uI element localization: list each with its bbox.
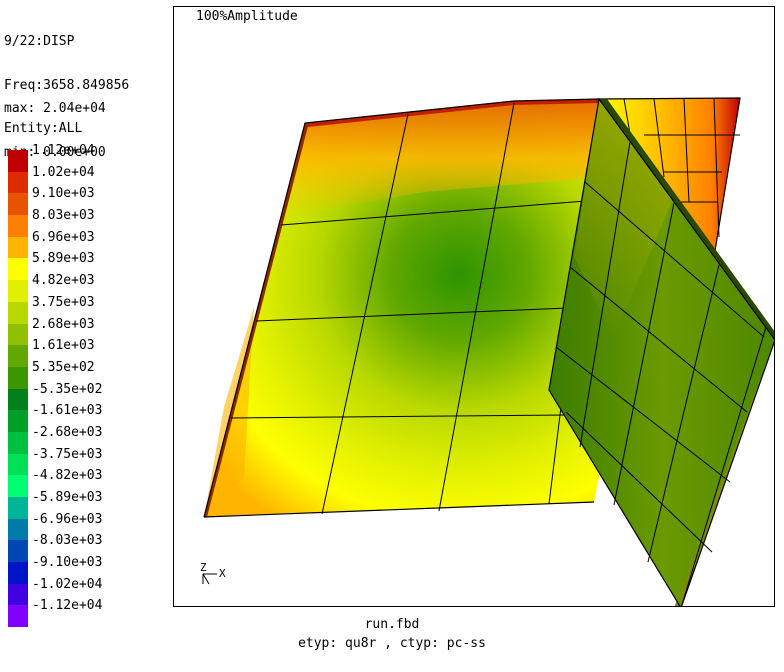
legend-value: 9.10e+03	[32, 186, 95, 202]
legend-value: 1.12e+04	[32, 143, 95, 158]
max-label: max: 2.04e+04	[4, 101, 106, 116]
legend-value: 3.75e+03	[32, 294, 95, 310]
amplitude-label: 100%Amplitude	[196, 9, 298, 24]
legend-entry: -3.75e+03	[8, 447, 118, 476]
result-info: 9/22:DISP Freq:3658.849856 Entity:ALL	[4, 6, 129, 151]
legend-entry: 1.02e+04	[8, 165, 118, 194]
legend-value: -8.03e+03	[32, 533, 103, 549]
legend-swatch	[8, 540, 28, 563]
legend-swatch	[8, 280, 28, 302]
legend-value: 4.82e+03	[32, 273, 95, 289]
legend-entry: 5.35e+02	[8, 360, 118, 389]
legend-value: -9.10e+03	[32, 555, 103, 571]
legend-entry: -1.61e+03	[8, 403, 118, 432]
legend-value: -6.96e+03	[32, 511, 103, 527]
legend-entry: 6.96e+03	[8, 230, 118, 259]
legend-swatch	[8, 193, 28, 216]
legend-entry: -1.02e+04	[8, 577, 118, 606]
legend-value: -3.75e+03	[32, 446, 103, 462]
legend-entry: -4.82e+03	[8, 468, 118, 497]
legend-swatch	[8, 388, 28, 411]
legend-value: 1.02e+04	[32, 164, 95, 180]
legend-swatch	[8, 562, 28, 584]
legend-value: -5.89e+03	[32, 490, 103, 505]
legend-entry: -5.89e+03	[8, 490, 118, 519]
fem-mesh-plot[interactable]	[174, 7, 775, 607]
legend-entry: -5.35e+02	[8, 382, 118, 411]
legend-swatch	[8, 258, 28, 281]
legend-swatch	[8, 171, 28, 194]
step-label: 9/22:DISP	[4, 34, 75, 49]
legend-entry: -6.96e+03	[8, 512, 118, 541]
legend-entry: -2.68e+03	[8, 425, 118, 454]
legend-swatch	[8, 366, 28, 389]
legend-swatch	[8, 345, 28, 367]
legend-entry: -9.10e+03	[8, 555, 118, 584]
legend-value: -1.12e+04	[32, 598, 103, 614]
legend-entry: 4.82e+03	[8, 273, 118, 302]
legend-value: -1.02e+04	[32, 576, 103, 592]
legend-entry: 1.12e+04	[8, 143, 118, 172]
legend-value: 6.96e+03	[32, 229, 95, 245]
legend-value: 8.03e+03	[32, 208, 95, 224]
legend-swatch	[8, 410, 28, 432]
legend-entry: -1.12e+04	[8, 598, 118, 628]
axis-triad-icon: Z X	[200, 561, 226, 585]
axis-x-label: X	[219, 567, 226, 580]
legend-swatch	[8, 150, 28, 172]
element-types: etyp: qu8r , ctyp: pc-ss	[298, 636, 486, 651]
legend-value: 1.61e+03	[32, 338, 95, 354]
model-viewport[interactable]: 100%Amplitude Z X	[173, 6, 775, 607]
color-legend: 1.12e+04 1.02e+04 9.10e+03 8.03e+03 6.96e+03…	[8, 143, 118, 628]
legend-swatch	[8, 236, 28, 259]
legend-value: 2.68e+03	[32, 316, 95, 332]
legend-swatch	[8, 215, 28, 237]
legend-entry: 2.68e+03	[8, 317, 118, 346]
legend-value: 5.35e+02	[32, 359, 95, 375]
axis-z-label: Z	[200, 561, 207, 574]
vertical-wall-grid	[555, 141, 767, 606]
legend-swatch	[8, 518, 28, 541]
legend-entry: 3.75e+03	[8, 295, 118, 324]
model-filename: run.fbd	[364, 617, 420, 632]
frequency-label: Freq:3658.849856	[4, 77, 130, 93]
legend-value: -5.35e+02	[32, 381, 103, 397]
legend-value: -1.61e+03	[32, 403, 103, 419]
legend-swatch	[8, 453, 28, 476]
legend-swatch	[8, 605, 28, 628]
legend-entry: -8.03e+03	[8, 533, 118, 563]
legend-swatch	[8, 323, 28, 346]
legend-swatch	[8, 583, 28, 606]
legend-swatch	[8, 301, 28, 324]
legend-entry: 9.10e+03	[8, 186, 118, 216]
legend-swatch	[8, 497, 28, 519]
legend-entry: 8.03e+03	[8, 208, 118, 237]
legend-swatch	[8, 431, 28, 454]
legend-value: -2.68e+03	[32, 424, 103, 440]
legend-value: -4.82e+03	[32, 468, 103, 484]
entity-label: Entity:ALL	[4, 121, 83, 136]
legend-entry: 5.89e+03	[8, 251, 118, 281]
legend-entry: 1.61e+03	[8, 338, 118, 367]
legend-swatch	[8, 475, 28, 497]
legend-value: 5.89e+03	[32, 251, 95, 267]
